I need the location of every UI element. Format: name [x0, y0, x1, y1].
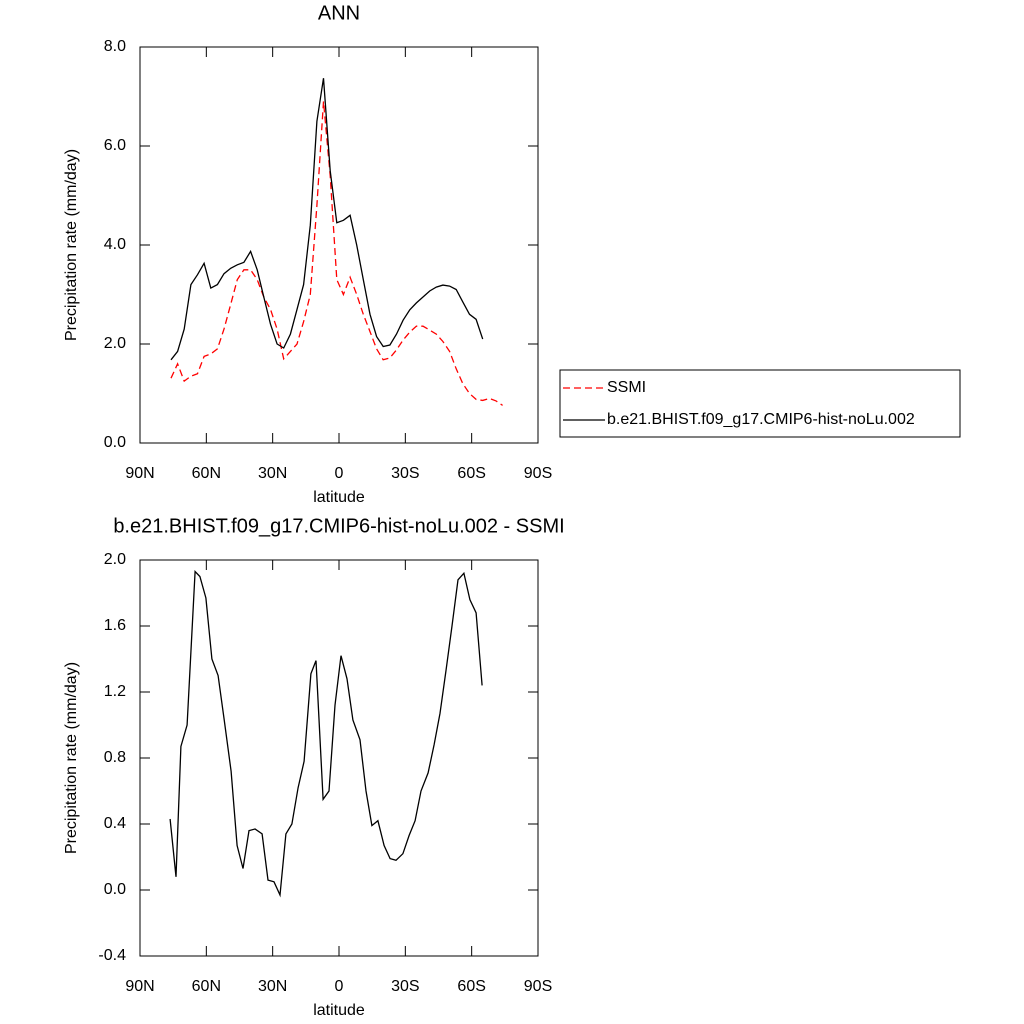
x-tick-label: 90S — [524, 465, 552, 482]
x-tick-label: 30N — [258, 978, 287, 995]
x-tick-label: 60N — [192, 978, 221, 995]
y-tick-label: 2.0 — [104, 335, 126, 352]
y-tick-label: 0.0 — [104, 434, 126, 451]
x-axis-label: latitude — [313, 1002, 365, 1019]
legend-label: SSMI — [607, 379, 646, 396]
x-tick-label: 30S — [391, 978, 419, 995]
y-axis-label: Precipitation rate (mm/day) — [63, 149, 80, 341]
data-line — [169, 569, 483, 898]
y-tick-label: 0.4 — [104, 815, 126, 832]
y-tick-label: 6.0 — [104, 137, 126, 154]
x-tick-label: 90N — [125, 465, 154, 482]
x-tick-label: 60S — [457, 978, 485, 995]
x-tick-label: 0 — [335, 465, 344, 482]
chart-title: ANN — [318, 2, 360, 24]
data-line — [170, 101, 503, 406]
y-tick-label: 0.8 — [104, 749, 126, 766]
y-tick-label: 0.0 — [104, 881, 126, 898]
x-tick-label: 0 — [335, 978, 344, 995]
y-tick-label: 2.0 — [104, 551, 126, 568]
chart-title: b.e21.BHIST.f09_g17.CMIP6-hist-noLu.002 … — [113, 515, 564, 537]
x-tick-label: 90N — [125, 978, 154, 995]
x-tick-label: 90S — [524, 978, 552, 995]
x-axis-label: latitude — [313, 489, 365, 506]
data-line — [170, 78, 484, 361]
x-tick-label: 30S — [391, 465, 419, 482]
y-tick-label: 1.2 — [104, 683, 126, 700]
plot-frame — [139, 559, 539, 957]
x-tick-label: 60N — [192, 465, 221, 482]
legend-box — [559, 369, 961, 438]
x-tick-label: 30N — [258, 465, 287, 482]
y-tick-label: 1.6 — [104, 617, 126, 634]
y-tick-label: 4.0 — [104, 236, 126, 253]
legend-label: b.e21.BHIST.f09_g17.CMIP6-hist-noLu.002 — [607, 411, 915, 428]
x-tick-label: 60S — [457, 465, 485, 482]
y-tick-label: 8.0 — [104, 38, 126, 55]
plot-frame — [139, 46, 539, 444]
y-tick-label: -0.4 — [98, 947, 126, 964]
y-axis-label: Precipitation rate (mm/day) — [63, 662, 80, 854]
